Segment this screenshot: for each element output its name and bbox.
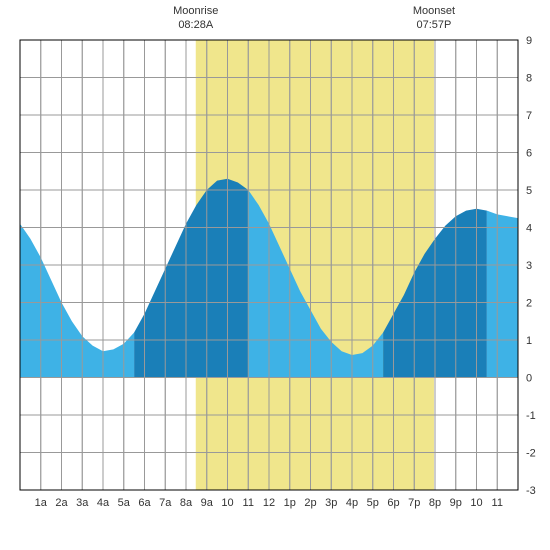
x-tick-label: 3a <box>76 497 89 509</box>
x-tick-label: 7p <box>408 497 420 509</box>
moonset-time: 07:57P <box>417 19 452 31</box>
x-tick-label: 1a <box>35 497 48 509</box>
y-tick-label: 1 <box>526 335 532 347</box>
x-tick-label: 11 <box>492 497 503 509</box>
x-tick-label: 9a <box>201 497 214 509</box>
x-tick-label: 7a <box>159 497 172 509</box>
x-tick-label: 11 <box>243 497 254 509</box>
chart-svg: 1a2a3a4a5a6a7a8a9a1011121p2p3p4p5p6p7p8p… <box>0 0 550 550</box>
x-tick-label: 2a <box>55 497 68 509</box>
moonrise-time: 08:28A <box>178 19 214 31</box>
x-tick-label: 9p <box>450 497 462 509</box>
x-tick-label: 8a <box>180 497 193 509</box>
tide-chart: 1a2a3a4a5a6a7a8a9a1011121p2p3p4p5p6p7p8p… <box>0 0 550 550</box>
y-tick-label: 5 <box>526 185 532 197</box>
y-tick-label: -2 <box>526 448 536 460</box>
y-tick-label: 6 <box>526 148 532 160</box>
moonrise-label: Moonrise <box>173 5 218 17</box>
x-tick-label: 10 <box>221 497 233 509</box>
y-tick-label: 7 <box>526 110 532 122</box>
y-tick-label: -1 <box>526 410 536 422</box>
x-tick-label: 4a <box>97 497 110 509</box>
y-tick-label: 0 <box>526 373 532 385</box>
x-tick-label: 1p <box>284 497 296 509</box>
x-tick-label: 5p <box>367 497 379 509</box>
x-tick-label: 12 <box>263 497 275 509</box>
x-tick-label: 6p <box>387 497 399 509</box>
y-tick-label: -3 <box>526 485 536 497</box>
x-tick-label: 10 <box>470 497 482 509</box>
tide-segment <box>487 211 518 378</box>
x-tick-label: 2p <box>304 497 316 509</box>
y-tick-label: 8 <box>526 73 532 85</box>
y-tick-label: 3 <box>526 260 532 272</box>
y-tick-label: 4 <box>526 223 532 235</box>
moonset-label: Moonset <box>413 5 455 17</box>
x-tick-label: 6a <box>138 497 151 509</box>
x-tick-label: 4p <box>346 497 358 509</box>
y-tick-label: 2 <box>526 298 532 310</box>
x-tick-label: 5a <box>118 497 131 509</box>
x-tick-label: 3p <box>325 497 337 509</box>
y-tick-label: 9 <box>526 35 532 47</box>
x-tick-label: 8p <box>429 497 441 509</box>
